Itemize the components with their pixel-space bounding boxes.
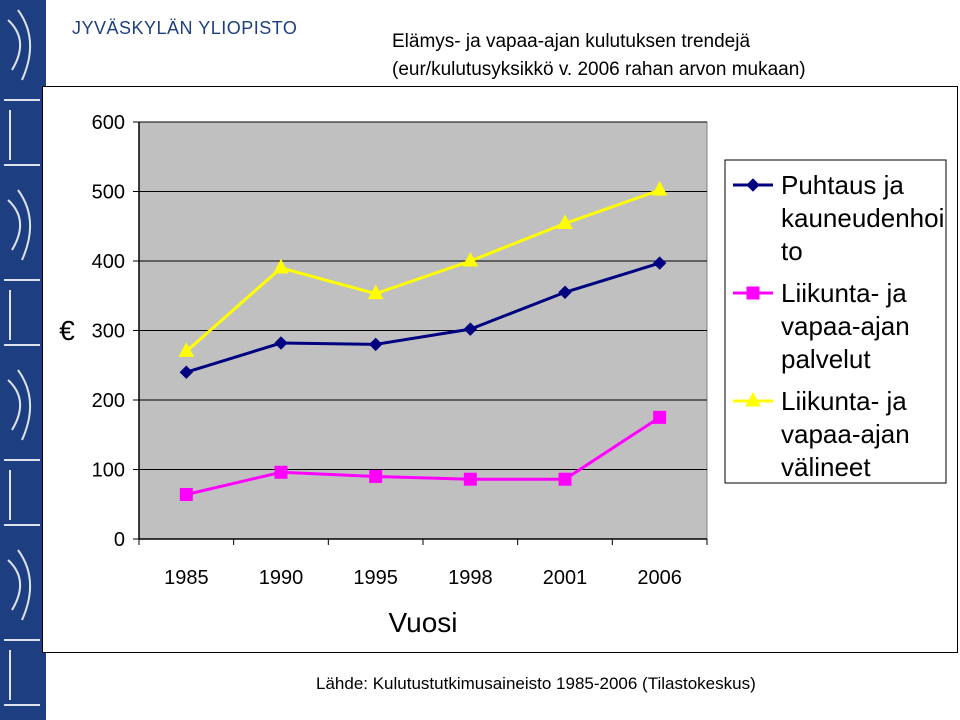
y-tick-label: 500 [92,182,125,204]
series-3-point [367,284,384,300]
y-tick-label: 200 [92,390,125,412]
x-tick-label: 2001 [543,567,588,589]
legend-label-2: palvelut [781,344,871,374]
series-2-point [558,472,572,486]
x-tick-label: 1985 [164,567,209,589]
legend-label-1: to [781,236,803,266]
series-1-point [368,337,383,352]
legend-marker-1 [746,178,760,192]
series-2-point [369,469,383,483]
legend-label-2: vapaa-ajan [781,311,910,341]
series-line-1 [185,261,661,374]
line-chart: 0 100 200 300 400 500 600 1985 1990 1995 1998 2001 2… [59,112,947,638]
legend-label-3: välineet [781,452,871,482]
chart-frame: 0 100 200 300 400 500 600 1985 1990 1995 1998 2001 2… [42,86,958,653]
chart-title: Elämys- ja vapaa-ajan kulutuksen trendej… [392,28,806,84]
x-tick-label: 1998 [448,567,493,589]
y-axis-title: € [59,315,75,346]
series-line-3 [185,188,661,353]
series-1-point [274,336,288,350]
series-1-point [463,322,478,336]
chart-title-line-1: Elämys- ja vapaa-ajan kulutuksen trendej… [392,31,751,52]
legend-label-1: kauneudenhoi [781,203,944,233]
y-tick-label: 0 [114,529,125,551]
x-tick-label: 1990 [259,567,304,589]
series-2-point [463,472,477,486]
series-1-point [179,365,194,379]
series-2-point [274,465,288,479]
legend-marker-3 [745,391,761,407]
x-tick-label: 2006 [637,567,682,589]
y-tick-label: 300 [92,321,125,343]
legend-label-3: vapaa-ajan [781,419,910,449]
series-3-point [462,251,479,267]
university-name: JYVÄSKYLÄN YLIOPISTO [72,18,298,38]
legend-label-3: Liikunta- ja [781,386,907,416]
series-3-point [178,342,195,357]
series-2-point [179,488,193,502]
y-tick-label: 600 [92,112,125,134]
series-2-point [653,410,667,424]
legend-marker-2 [746,286,760,300]
legend-label-1: Puhtaus ja [781,170,904,200]
chart-title-line-2: (eur/kulutusyksikkö v. 2006 rahan arvon … [392,59,806,80]
series-3-point [273,258,289,274]
legend-label-2: Liikunta- ja [781,278,907,308]
legend-box [724,159,947,484]
series-1-point [558,285,572,299]
series-3-point [557,214,573,229]
y-tick-label: 100 [92,460,125,482]
side-logo-band [0,0,46,720]
series-line-2 [185,416,661,496]
x-tick-label: 1995 [353,567,398,589]
y-tick-label: 400 [92,251,125,273]
series-1-point [652,256,667,270]
source-note: Lähde: Kulutustutkimusaineisto 1985-2006… [316,674,756,693]
university-emblem-pattern-icon [4,9,40,706]
series-3-point [651,181,668,196]
x-axis-title: Vuosi [388,607,457,638]
